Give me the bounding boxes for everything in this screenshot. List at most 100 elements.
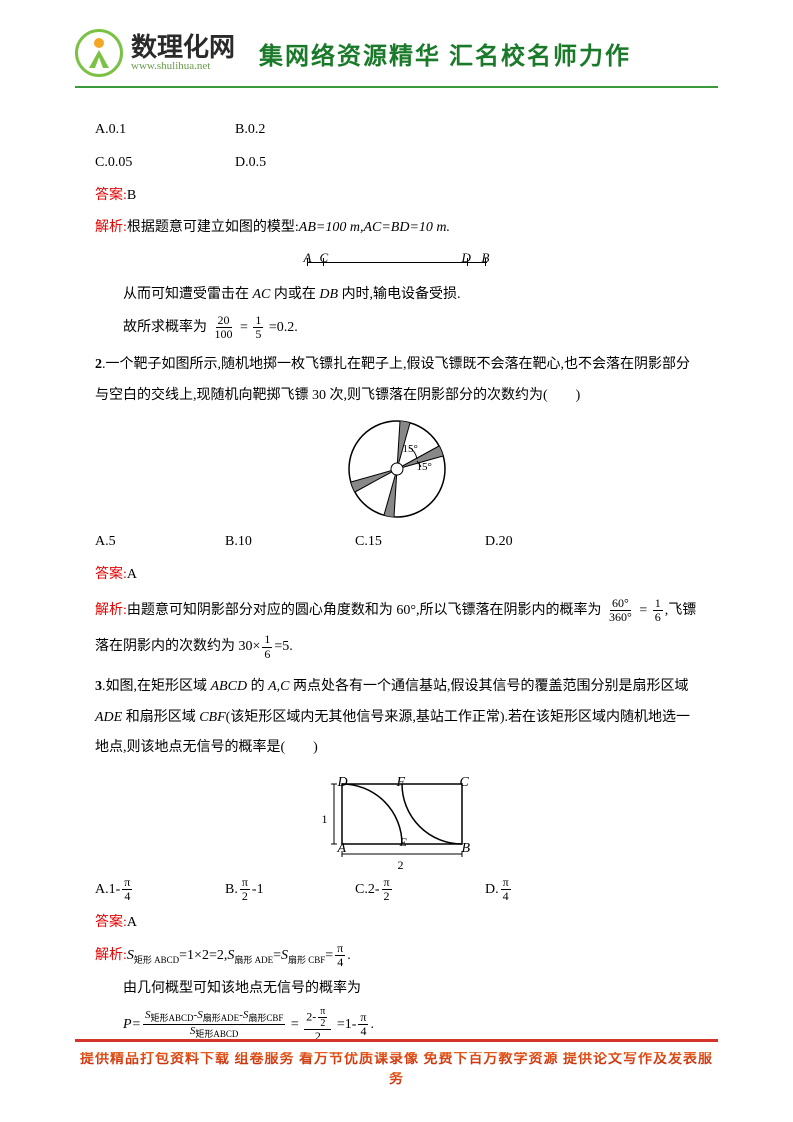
num: 2-π2	[304, 1006, 331, 1030]
n: π	[382, 876, 392, 890]
q2-num: 2	[95, 357, 102, 372]
diag-B: B	[482, 244, 490, 273]
q1-answer: 答案:B	[95, 181, 698, 212]
q2-explanation: 解析:由题意可知阴影部分对应的圆心角度数和为 60°,所以飞镖落在阴影内的概率为…	[95, 593, 698, 666]
num: 60°	[610, 597, 631, 611]
d: 4	[358, 1025, 368, 1038]
diag-D: D	[462, 244, 471, 273]
t: S	[281, 948, 288, 963]
answer-label: 答案:	[95, 915, 127, 930]
q1-optD: D.0.5	[235, 148, 375, 179]
diag-A: A	[304, 244, 312, 273]
logo-icon	[75, 29, 123, 77]
q3-explanation-2: 由几何概型可知该地点无信号的概率为	[95, 974, 698, 1005]
t: 由题意可知阴影部分对应的圆心角度数和为 60°,所以飞镖落在阴影内的概率为	[127, 603, 602, 618]
q1-line-diagram: A C D B	[95, 252, 698, 272]
t: 扇形 ADE	[234, 955, 273, 965]
den: 360°	[607, 611, 634, 624]
n: π	[358, 1011, 368, 1025]
q1-options-row1: A.0.1 B.0.2	[95, 115, 698, 146]
t: 的	[247, 679, 268, 694]
num: 1	[653, 597, 663, 611]
n: π	[501, 876, 511, 890]
t: ABCD	[211, 679, 248, 694]
q1-line3: 故所求概率为 20100 = 15 =0.2.	[95, 313, 698, 344]
t: 由几何概型可知该地点无信号的概率为	[123, 981, 361, 996]
lbl-C: C	[460, 768, 469, 799]
q2-stem: 2.一个靶子如图所示,随机地掷一枚飞镖扎在靶子上,假设飞镖既不会落在靶心,也不会…	[95, 350, 698, 412]
document-body: A.0.1 B.0.2 C.0.05 D.0.5 答案:B 解析:根据题意可建立…	[95, 115, 698, 1046]
answer-value: A	[127, 915, 137, 930]
q1-optA: A.0.1	[95, 115, 235, 146]
n: π	[240, 876, 250, 890]
t: -1	[252, 882, 264, 897]
t: ADE	[95, 710, 122, 725]
fraction: 15	[253, 314, 263, 341]
q2-optD: D.20	[485, 527, 615, 558]
q3-num: 3	[95, 679, 102, 694]
n: π	[122, 876, 132, 890]
fraction: 20100	[213, 314, 235, 341]
den: 100	[213, 328, 235, 341]
q3-explanation-3: P= S矩形ABCD-S扇形ADE-S扇形CBF S矩形ABCD = 2-π2 …	[95, 1006, 698, 1043]
t: 两点处各有一个通信基站,假设其信号的覆盖范围分别是扇形区域	[289, 679, 688, 694]
num: 20	[216, 314, 232, 328]
d: 4	[335, 956, 345, 969]
num: 1	[253, 314, 263, 328]
q3-optB: B.π2-1	[225, 875, 355, 906]
t: =0.2.	[269, 320, 298, 335]
den: 6	[262, 648, 272, 661]
den: 5	[253, 328, 263, 341]
den: 6	[653, 611, 663, 624]
fraction: 16	[262, 633, 272, 660]
t: DB	[319, 287, 338, 302]
answer-value: B	[127, 188, 136, 203]
q3-answer: 答案:A	[95, 908, 698, 939]
fraction: 60°360°	[607, 597, 634, 624]
fraction: π4	[358, 1011, 368, 1038]
q3-optA: A.1-π4	[95, 875, 225, 906]
d: 2	[382, 890, 392, 903]
q2-optA: A.5	[95, 527, 225, 558]
t: 从而可知遭受雷击在	[123, 287, 253, 302]
q1-optC: C.0.05	[95, 148, 235, 179]
q1-options-row2: C.0.05 D.0.5	[95, 148, 698, 179]
d: 4	[501, 890, 511, 903]
t: C.2-	[355, 882, 380, 897]
t: .如图,在矩形区域	[102, 679, 211, 694]
q1-exp-text: 根据题意可建立如图的模型:	[127, 220, 299, 235]
t: 内时,输电设备受损.	[338, 287, 461, 302]
t: B.	[225, 882, 238, 897]
t: 内或在	[270, 287, 319, 302]
q2-target-diagram: 15° 15°	[95, 419, 698, 519]
explanation-label: 解析:	[95, 948, 127, 963]
lbl-A: A	[338, 834, 347, 865]
q1-explanation: 解析:根据题意可建立如图的模型:AB=100 m,AC=BD=10 m.	[95, 213, 698, 244]
q2-options: A.5 B.10 C.15 D.20	[95, 527, 698, 558]
t: A,C	[268, 679, 289, 694]
q1-line2: 从而可知遭受雷击在 AC 内或在 DB 内时,输电设备受损.	[95, 280, 698, 311]
q2-optB: B.10	[225, 527, 355, 558]
t: 和扇形区域	[122, 710, 199, 725]
explanation-label: 解析:	[95, 603, 127, 618]
logo-url: www.shulihua.net	[131, 60, 235, 72]
explanation-label: 解析:	[95, 220, 127, 235]
diag-C: C	[320, 244, 329, 273]
t: A.1-	[95, 882, 120, 897]
q3-options: A.1-π4 B.π2-1 C.2-π2 D.π4	[95, 875, 698, 906]
lbl-D: D	[338, 768, 348, 799]
q3-explanation-1: 解析:S矩形 ABCD=1×2=2,S扇形 ADE=S扇形 CBF=π4.	[95, 941, 698, 972]
q1-optB: B.0.2	[235, 115, 375, 146]
num: S矩形ABCD-S扇形ADE-S扇形CBF	[143, 1009, 285, 1025]
t: =5.	[274, 639, 292, 654]
page-footer: 提供精品打包资料下载 组卷服务 看万节优质课录像 免费下百万教学资源 提供论文写…	[75, 1039, 718, 1088]
q3-optD: D.π4	[485, 875, 615, 906]
fraction: 16	[653, 597, 663, 624]
q3-rect-diagram: D F C A E B 1 2	[95, 772, 698, 867]
q1-exp-vals: AB=100 m,AC=BD=10 m.	[299, 220, 450, 235]
lbl-1: 1	[322, 806, 328, 832]
header-slogan: 集网络资源精华 汇名校名师力作	[259, 36, 631, 71]
q3-optC: C.2-π2	[355, 875, 485, 906]
angle-15-b: 15°	[417, 455, 432, 479]
t: 故所求概率为	[123, 320, 207, 335]
